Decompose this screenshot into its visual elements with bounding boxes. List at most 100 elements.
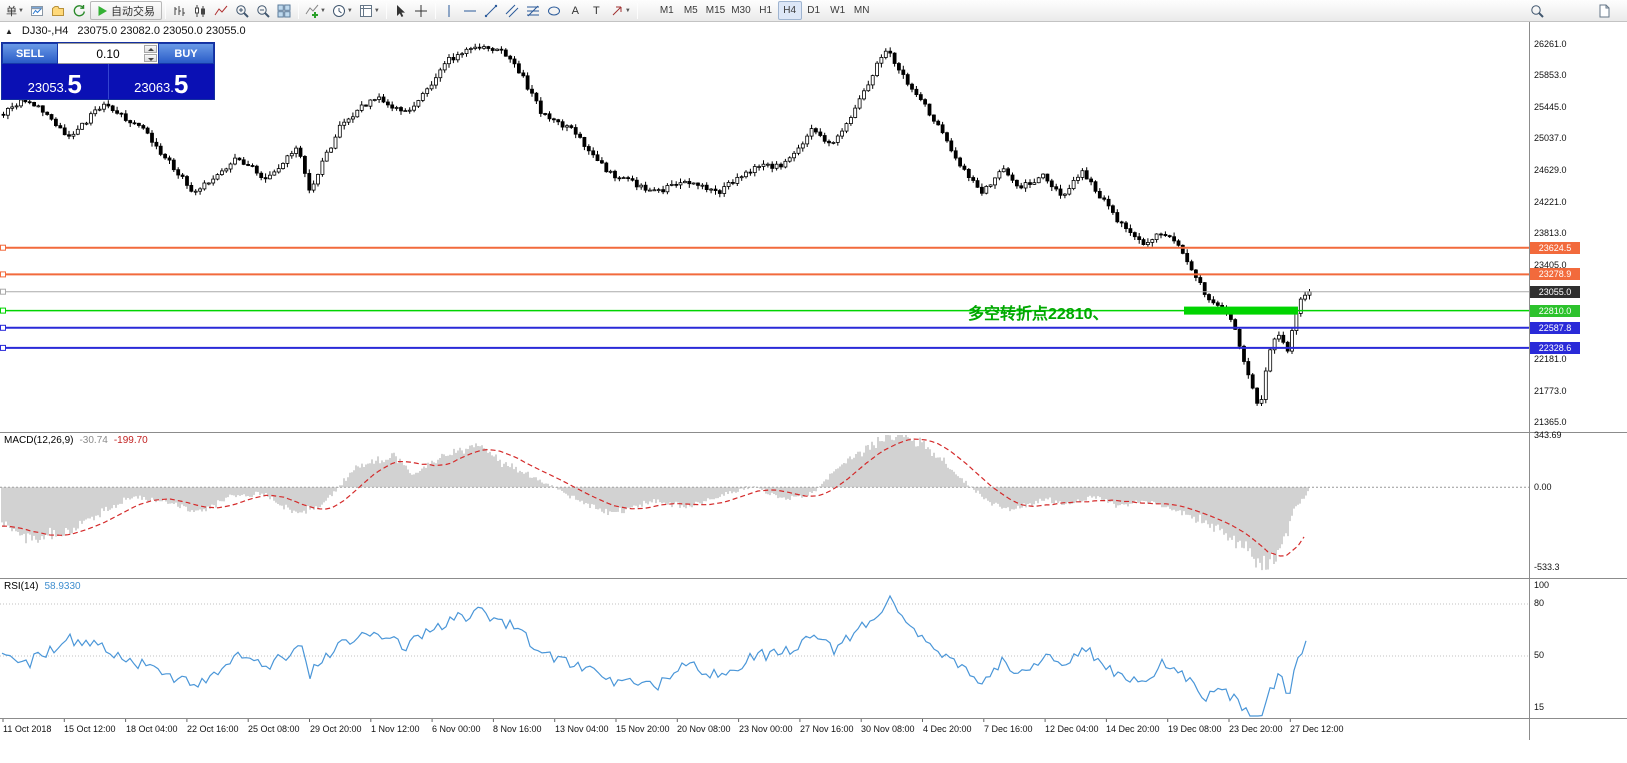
rsi-axis-50: 50 [1534, 650, 1545, 660]
volume-down-arrow[interactable] [144, 54, 157, 62]
trade-panel-controls: SELL 0.10 BUY [2, 43, 214, 64]
chevron-down-icon: ▼ [624, 7, 631, 14]
macd-axis-zero: 0.00 [1534, 482, 1552, 492]
timeframe-m30-button[interactable]: M30 [728, 1, 753, 20]
sell-price-small: 23053. [27, 80, 68, 95]
time-axis-label: 8 Nov 16:00 [493, 724, 542, 734]
timeframe-h4-button[interactable]: H4 [777, 1, 802, 20]
rsi-axis-80: 80 [1534, 598, 1545, 608]
horizontal-line-button[interactable] [460, 1, 481, 20]
sell-price[interactable]: 23053. 5 [2, 64, 108, 99]
candlestick-chart-button[interactable] [190, 1, 211, 20]
periods-button[interactable]: ▼ [329, 1, 356, 20]
buy-price-small: 23063. [134, 80, 174, 95]
line-chart-button[interactable] [211, 1, 232, 20]
timeframe-m15-button[interactable]: M15 [703, 1, 728, 20]
time-axis-label: 11 Oct 2018 [3, 724, 52, 734]
cursor-icon [397, 4, 406, 17]
new-order-label: 单 [6, 5, 17, 18]
sell-price-big: 5 [67, 69, 82, 99]
timeframe-toolbar: M1 M5 M15 M30 H1 H4 D1 W1 MN [655, 1, 874, 20]
new-chart-icon [31, 5, 44, 16]
timeframe-d1-button[interactable]: D1 [802, 1, 826, 20]
tile-windows-icon [277, 4, 291, 17]
panel-separators [0, 22, 1627, 740]
label-tool-button[interactable]: T [586, 1, 607, 20]
indicators-button[interactable]: ▼ [302, 1, 329, 20]
time-axis-label: 23 Dec 20:00 [1229, 724, 1283, 734]
timeframe-m1-button[interactable]: M1 [655, 1, 679, 20]
template-icon [359, 4, 372, 17]
sell-button[interactable]: SELL [2, 43, 58, 64]
fibonacci-button[interactable] [523, 1, 544, 20]
volume-spinner[interactable]: 0.10 [58, 43, 158, 64]
new-chart-button[interactable] [27, 1, 48, 20]
timeframe-w1-button[interactable]: W1 [826, 1, 850, 20]
tile-windows-button[interactable] [274, 1, 295, 20]
time-axis-label: 30 Nov 08:00 [861, 724, 915, 734]
macd-value-main: -30.74 [79, 435, 108, 446]
ellipse-shape-icon [548, 6, 561, 15]
time-axis-label: 18 Oct 04:00 [126, 724, 178, 734]
profiles-button[interactable] [48, 1, 69, 20]
timeframe-h1-button[interactable]: H1 [754, 1, 778, 20]
bar-chart-button[interactable] [169, 1, 190, 20]
crosshair-icon [415, 4, 428, 17]
expand-arrow-icon[interactable]: ▲ [5, 26, 13, 36]
time-axis-label: 29 Oct 20:00 [310, 724, 362, 734]
macd-label: MACD(12,26,9) -30.74 -199.70 [4, 435, 148, 446]
rsi-value: 58.9330 [44, 581, 81, 592]
arrows-tool-button[interactable]: ▼ [607, 1, 634, 20]
clock-icon [332, 4, 345, 17]
cursor-button[interactable] [390, 1, 411, 20]
time-axis-label: 6 Nov 00:00 [432, 724, 481, 734]
ohlc-values: 23075.0 23082.0 23050.0 23055.0 [77, 25, 246, 37]
timeframe-mn-button[interactable]: MN [850, 1, 874, 20]
time-axis-label: 19 Dec 08:00 [1168, 724, 1222, 734]
play-icon [98, 5, 107, 16]
time-axis-label: 27 Dec 12:00 [1290, 724, 1344, 734]
search-button[interactable] [1526, 1, 1547, 20]
zoom-in-button[interactable] [232, 1, 253, 20]
time-axis[interactable]: 11 Oct 2018 15 Oct 12:00 18 Oct 04:00 22 Oc… [0, 719, 1529, 741]
chevron-down-icon: ▼ [18, 7, 24, 14]
time-axis-label: 20 Nov 08:00 [677, 724, 731, 734]
toolbar-separator [297, 2, 299, 19]
volume-value[interactable]: 0.10 [96, 46, 120, 61]
volume-up-arrow[interactable] [144, 45, 157, 53]
chart-annotation-text: 多空转折点22810、 [968, 306, 1109, 323]
candlestick-icon [195, 4, 206, 17]
vertical-line-button[interactable] [439, 1, 460, 20]
buy-button[interactable]: BUY [158, 43, 214, 64]
document-icon [1599, 4, 1609, 17]
rsi-name: RSI(14) [4, 581, 39, 592]
symbol-label: DJ30-,H4 [21, 25, 69, 37]
channel-icon [505, 4, 519, 17]
trendline-button[interactable] [481, 1, 502, 20]
shapes-button[interactable] [544, 1, 565, 20]
horizontal-level-lines[interactable] [0, 244, 1529, 351]
channel-button[interactable] [502, 1, 523, 20]
new-order-button[interactable]: 单 ▼ [3, 1, 27, 20]
add-indicator-icon [305, 4, 319, 18]
chevron-down-icon: ▼ [346, 7, 353, 14]
buy-price-big: 5 [173, 69, 189, 99]
new-window-button[interactable] [1593, 1, 1614, 20]
time-axis-label: 4 Dec 20:00 [923, 724, 972, 734]
templates-button[interactable]: ▼ [356, 1, 383, 20]
buy-price[interactable]: 23063. 5 [107, 64, 215, 99]
text-tool-button[interactable]: A [565, 1, 586, 20]
refresh-button[interactable] [69, 1, 90, 20]
toolbar-separator [434, 2, 436, 19]
one-click-trading-panel: SELL 0.10 BUY 23053. 5 23063. 5 [1, 42, 215, 100]
fibonacci-icon [527, 5, 540, 16]
macd-axis-min: -533.3 [1534, 562, 1560, 572]
zoom-out-button[interactable] [253, 1, 274, 20]
timeframe-m5-button[interactable]: M5 [679, 1, 703, 20]
zoom-out-icon [257, 4, 271, 18]
autotrading-button[interactable]: 自动交易 [89, 1, 162, 20]
crosshair-button[interactable] [411, 1, 432, 20]
time-axis-label: 25 Oct 08:00 [248, 724, 300, 734]
trade-panel-prices: 23053. 5 23063. 5 [2, 64, 214, 99]
